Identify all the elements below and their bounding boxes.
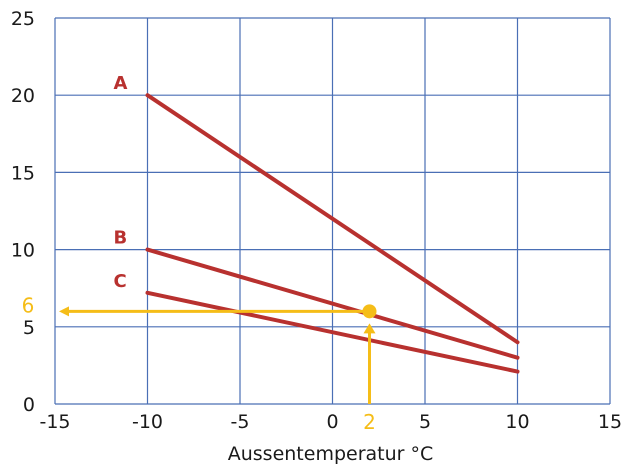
highlight-vertical-arrowhead: [363, 323, 376, 334]
series-label-c: C: [114, 271, 127, 292]
y-tick-label: 10: [11, 240, 35, 262]
y-tick-label: 25: [11, 8, 35, 30]
chart-series: A B C: [114, 73, 520, 374]
highlight-point: [362, 304, 377, 319]
series-line-c: [145, 290, 520, 374]
series-label-b: B: [114, 228, 128, 249]
x-tick-label: 0: [326, 411, 338, 433]
x-tick-label: -15: [39, 411, 70, 433]
highlight-y-label: 6: [22, 293, 35, 317]
y-tick-label: 0: [23, 394, 35, 416]
series-line-a: [145, 93, 520, 345]
x-tick-label: -10: [132, 411, 163, 433]
highlight-group: 26: [22, 293, 377, 434]
y-tick-label: 15: [11, 162, 35, 184]
series-line-b: [145, 247, 520, 360]
x-tick-label: 15: [598, 411, 622, 433]
y-tick-label: 20: [11, 85, 35, 107]
x-tick-label: 10: [505, 411, 529, 433]
x-tick-label: -5: [231, 411, 250, 433]
chart-grid: [54, 17, 611, 405]
x-tick-label: 5: [419, 411, 431, 433]
series-label-a: A: [114, 73, 128, 94]
x-axis-tick-labels: -15 -10 -5 0 5 10 15: [39, 411, 622, 433]
y-tick-label: 5: [23, 317, 35, 339]
x-axis-title: Aussentemperatur °C: [228, 443, 434, 465]
highlight-horizontal-arrowhead: [59, 306, 69, 317]
highlight-x-label: 2: [363, 410, 376, 434]
y-axis-tick-labels: 0 5 10 15 20 25: [11, 8, 35, 416]
